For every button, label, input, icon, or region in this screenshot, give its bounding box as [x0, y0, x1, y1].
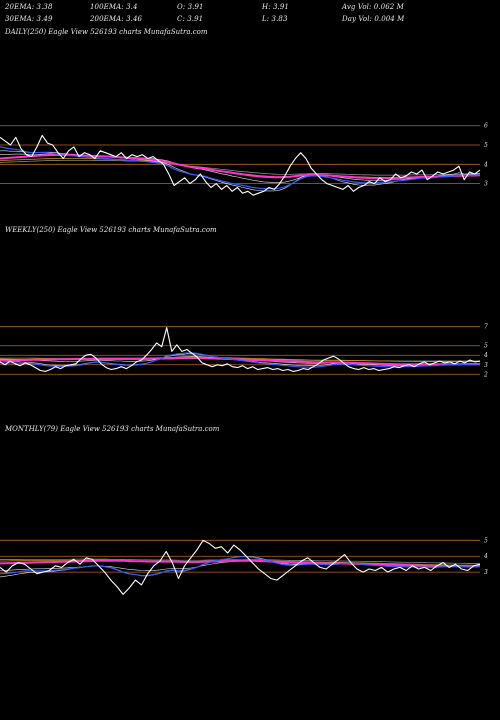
weekly-chart: 7 5 4 3 2	[0, 324, 488, 378]
weekly-y-tick-label: 2	[483, 371, 488, 378]
high-label: H: 3.91	[262, 3, 289, 11]
monthly-ema-gray-line	[0, 558, 481, 564]
monthly-chart: 5 4 3	[0, 537, 488, 595]
ema20-label: 20EMA: 3.38	[5, 3, 53, 11]
monthly-ema-blue-line	[0, 556, 481, 577]
low-label: L: 3.83	[262, 15, 288, 23]
weekly-y-tick-label: 4	[483, 352, 488, 359]
monthly-price-line	[0, 539, 481, 595]
daily-y-tick-label: 5	[484, 142, 488, 149]
weekly-y-tick-label: 7	[484, 324, 488, 331]
daily-y-tick-label: 6	[484, 123, 488, 130]
monthly-ema-pink-line	[0, 559, 480, 568]
daily-chart: 6 5 4 3	[0, 123, 488, 196]
open-label: O: 3.91	[177, 3, 204, 11]
close-label: C: 3.91	[177, 15, 204, 23]
weekly-price-line	[0, 327, 481, 372]
daily-y-tick-label: 3	[484, 181, 488, 188]
daily-ema-gray-line	[0, 159, 481, 176]
ema100-label: 100EMA: 3.4	[90, 3, 138, 11]
monthly-y-tick-label: 3	[484, 569, 488, 576]
daily-ema-blue-line	[0, 146, 481, 190]
daily-chart-title: DAILY(250) Eagle View 526193 charts Muna…	[5, 28, 208, 36]
monthly-chart-title: MONTHLY(79) Eagle View 526193 charts Mun…	[5, 425, 220, 433]
daily-price-line	[0, 134, 481, 196]
monthly-y-tick-label: 4	[483, 553, 488, 560]
weekly-y-tick-label: 5	[484, 343, 488, 350]
weekly-ema-pink-line	[0, 356, 480, 366]
ema30-label: 30EMA: 3.49	[5, 15, 53, 23]
avg-vol-label: Avg Vol: 0.062 M	[342, 3, 404, 11]
day-vol-label: Day Vol: 0.004 M	[342, 15, 405, 23]
weekly-chart-title: WEEKLY(250) Eagle View 526193 charts Mun…	[5, 226, 217, 234]
ema200-label: 200EMA: 3.46	[90, 15, 143, 23]
weekly-y-tick-label: 3	[484, 362, 488, 369]
daily-y-tick-label: 4	[483, 161, 488, 168]
monthly-y-tick-label: 5	[484, 537, 488, 544]
